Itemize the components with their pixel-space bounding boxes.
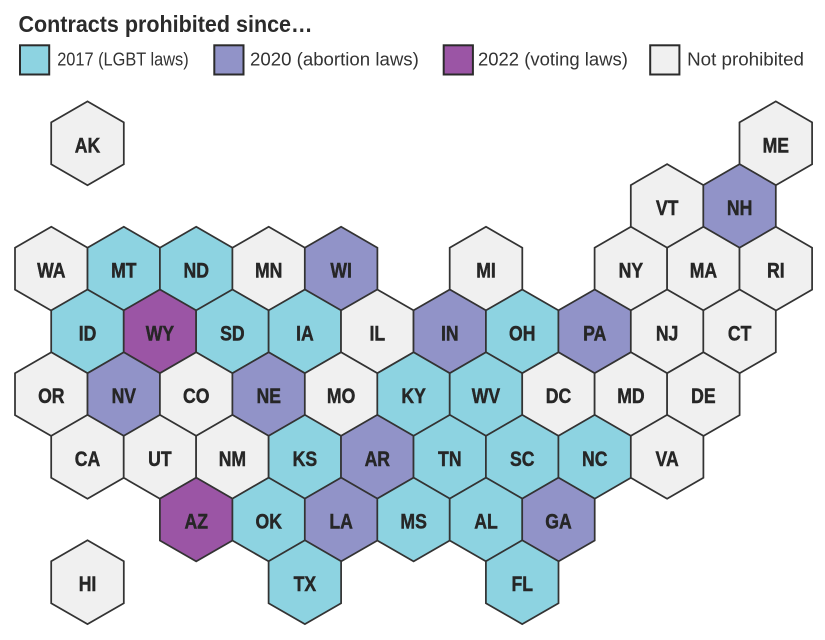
svg-text:WY: WY — [146, 322, 174, 346]
svg-text:VA: VA — [656, 447, 679, 471]
svg-text:AK: AK — [75, 134, 100, 158]
svg-text:RI: RI — [767, 259, 785, 283]
svg-text:DE: DE — [691, 385, 716, 409]
svg-text:IA: IA — [296, 322, 314, 346]
svg-text:MA: MA — [690, 259, 717, 283]
svg-text:CA: CA — [75, 447, 100, 471]
svg-text:KY: KY — [401, 385, 426, 409]
svg-text:TN: TN — [438, 447, 461, 471]
svg-text:IN: IN — [441, 322, 459, 346]
svg-text:PA: PA — [583, 322, 606, 346]
svg-text:HI: HI — [79, 573, 97, 597]
svg-text:AR: AR — [365, 447, 390, 471]
svg-text:MD: MD — [617, 385, 644, 409]
svg-text:OR: OR — [38, 385, 64, 409]
svg-text:OH: OH — [509, 322, 535, 346]
svg-text:2022 (voting laws): 2022 (voting laws) — [478, 49, 628, 70]
svg-text:SC: SC — [510, 447, 534, 471]
svg-text:DC: DC — [546, 385, 571, 409]
svg-text:MI: MI — [476, 259, 496, 283]
svg-text:AZ: AZ — [184, 510, 208, 534]
svg-text:NV: NV — [112, 385, 137, 409]
svg-text:VT: VT — [656, 197, 679, 221]
svg-text:NC: NC — [582, 447, 607, 471]
svg-text:LA: LA — [329, 510, 352, 534]
svg-text:WV: WV — [472, 385, 500, 409]
svg-text:UT: UT — [148, 447, 172, 471]
svg-text:ME: ME — [763, 134, 790, 158]
svg-text:MO: MO — [327, 385, 355, 409]
svg-text:OK: OK — [255, 510, 281, 534]
svg-text:ID: ID — [79, 322, 97, 346]
svg-text:FL: FL — [511, 573, 533, 597]
svg-text:TX: TX — [294, 573, 317, 597]
svg-text:MT: MT — [111, 259, 137, 283]
svg-text:NJ: NJ — [656, 322, 679, 346]
svg-text:Contracts prohibited since…: Contracts prohibited since… — [19, 11, 313, 37]
svg-text:SD: SD — [220, 322, 244, 346]
svg-text:NY: NY — [619, 259, 644, 283]
svg-text:2020 (abortion laws): 2020 (abortion laws) — [250, 49, 419, 70]
svg-text:NM: NM — [219, 447, 246, 471]
svg-text:CO: CO — [183, 385, 209, 409]
svg-text:NH: NH — [727, 197, 752, 221]
svg-text:MN: MN — [255, 259, 282, 283]
svg-text:ND: ND — [183, 259, 208, 283]
svg-text:WI: WI — [330, 259, 352, 283]
svg-text:Not prohibited: Not prohibited — [687, 49, 804, 70]
svg-text:CT: CT — [728, 322, 752, 346]
svg-text:WA: WA — [37, 259, 65, 283]
svg-text:AL: AL — [474, 510, 498, 534]
svg-text:2017 (LGBT laws): 2017 (LGBT laws) — [57, 49, 188, 70]
svg-text:KS: KS — [293, 447, 318, 471]
svg-text:MS: MS — [400, 510, 427, 534]
svg-text:IL: IL — [369, 322, 385, 346]
svg-text:GA: GA — [545, 510, 571, 534]
svg-text:NE: NE — [256, 385, 281, 409]
